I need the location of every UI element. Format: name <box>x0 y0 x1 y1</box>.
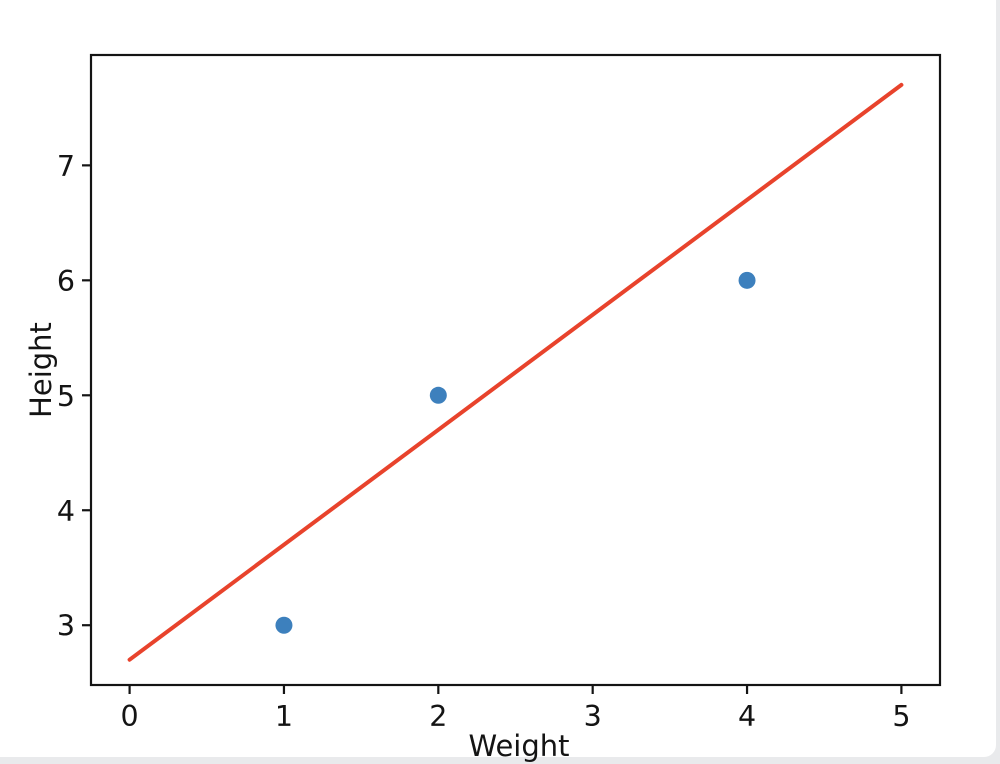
y-tick-label: 4 <box>57 495 75 528</box>
axes-frame <box>89 53 942 687</box>
y-tick-label: 6 <box>57 265 75 298</box>
x-tick-label: 5 <box>892 700 910 733</box>
x-tick-label: 1 <box>275 700 293 733</box>
x-tick-label: 0 <box>121 700 139 733</box>
x-axis-label: Weight <box>468 729 570 763</box>
y-axis-label: Height <box>24 322 58 418</box>
y-tick-label: 5 <box>57 380 75 413</box>
x-tick-label: 3 <box>584 700 602 733</box>
x-tick-label: 2 <box>429 700 447 733</box>
scatter-point <box>738 271 756 289</box>
scatter-point <box>429 386 447 404</box>
y-tick-label: 3 <box>57 610 75 643</box>
x-tick-label: 4 <box>738 700 756 733</box>
y-tick-label: 7 <box>57 150 75 183</box>
regression-line <box>127 82 904 662</box>
scatter-point <box>275 616 293 634</box>
